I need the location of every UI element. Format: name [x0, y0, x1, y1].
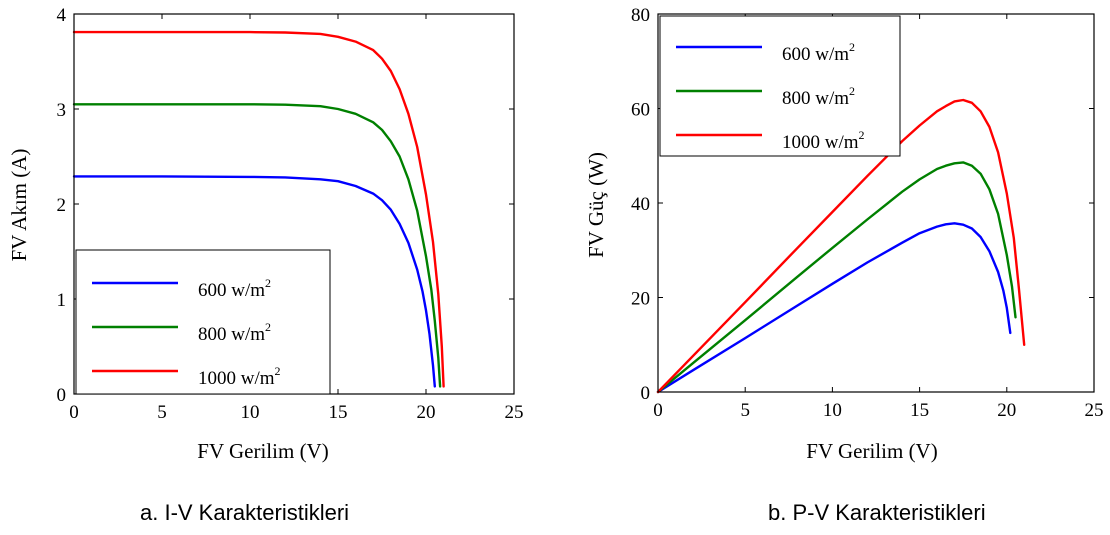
pv-series-line-2 [656, 98, 1026, 394]
pv-ticks-layer: 0 5 10 15 20 25 0 20 40 60 80 [631, 5, 1104, 421]
iv-legend-sup-0: 2 [265, 276, 271, 290]
iv-y-tick-label-2: 2 [57, 195, 67, 216]
iv-legend-text-1: 800 w/m [198, 324, 265, 345]
pv-caption: b. P-V Karakteristikleri [768, 500, 986, 525]
pv-legend-text-0: 600 w/m [782, 44, 849, 65]
pv-x-tick-label-0: 0 [653, 400, 663, 421]
pv-y-tick-label-2: 40 [631, 194, 650, 215]
iv-legend-label-1: 800 w/m2 [198, 320, 271, 345]
pv-series-layer [656, 98, 1026, 394]
pv-chart: 0 5 10 15 20 25 0 20 40 60 80 FV Gerilim (V) FV Gü… [584, 5, 1104, 525]
iv-y-tick-label-0: 0 [57, 385, 67, 406]
iv-legend-text-0: 600 w/m [198, 280, 265, 301]
pv-x-tick-label-5: 25 [1085, 400, 1104, 421]
iv-series-line-2 [72, 30, 445, 388]
iv-legend-text-2: 1000 w/m [198, 368, 275, 389]
pv-y-tick-label-3: 60 [631, 100, 650, 121]
pv-x-tick-label-1: 5 [740, 400, 750, 421]
pv-y-tick-label-0: 0 [641, 383, 651, 404]
pv-y-axis-title: FV Güç (W) [584, 152, 608, 258]
iv-series-line-0 [72, 175, 436, 388]
iv-legend-label-0: 600 w/m2 [198, 276, 271, 301]
iv-caption: a. I-V Karakteristikleri [140, 500, 349, 525]
iv-y-tick-label-3: 3 [57, 100, 67, 121]
iv-legend-sup-2: 2 [275, 364, 281, 378]
iv-x-tick-label-2: 10 [241, 402, 260, 423]
iv-series-layer [72, 30, 445, 388]
pv-legend-sup-1: 2 [849, 84, 855, 98]
iv-x-tick-label-0: 0 [69, 402, 79, 423]
pv-x-tick-label-4: 20 [997, 400, 1016, 421]
iv-x-tick-label-3: 15 [329, 402, 348, 423]
pv-legend-label-0: 600 w/m2 [782, 40, 855, 65]
iv-legend-sup-1: 2 [265, 320, 271, 334]
pv-x-tick-label-2: 10 [823, 400, 842, 421]
iv-ticks-layer: 0 5 10 15 20 25 0 1 2 3 4 [57, 5, 524, 423]
pv-legend-text-1: 800 w/m [782, 88, 849, 109]
iv-y-tick-label-1: 1 [57, 290, 67, 311]
pv-x-axis-title: FV Gerilim (V) [806, 439, 937, 463]
iv-chart: 0 5 10 15 20 25 0 1 2 3 4 FV Gerilim (V) FV Akım (… [7, 5, 524, 525]
pv-y-tick-label-4: 80 [631, 5, 650, 26]
iv-y-axis-title: FV Akım (A) [7, 149, 31, 262]
pv-legend-sup-2: 2 [859, 128, 865, 142]
pv-legend-box [659, 15, 901, 157]
pv-legend-label-2: 1000 w/m2 [782, 128, 865, 153]
iv-x-axis-title: FV Gerilim (V) [197, 439, 328, 463]
pv-legend-label-1: 800 w/m2 [782, 84, 855, 109]
iv-x-tick-label-1: 5 [157, 402, 167, 423]
pv-series-line-0 [656, 222, 1012, 394]
pv-x-tick-label-3: 15 [910, 400, 929, 421]
iv-series-line-1 [72, 103, 442, 388]
iv-legend-label-2: 1000 w/m2 [198, 364, 281, 389]
iv-x-tick-label-5: 25 [505, 402, 524, 423]
pv-legend-sup-0: 2 [849, 40, 855, 54]
iv-x-tick-label-4: 20 [417, 402, 436, 423]
pv-legend-text-2: 1000 w/m [782, 132, 859, 153]
pv-y-tick-label-1: 20 [631, 289, 650, 310]
iv-y-tick-label-4: 4 [57, 5, 67, 26]
pv-series-line-1 [656, 161, 1017, 394]
